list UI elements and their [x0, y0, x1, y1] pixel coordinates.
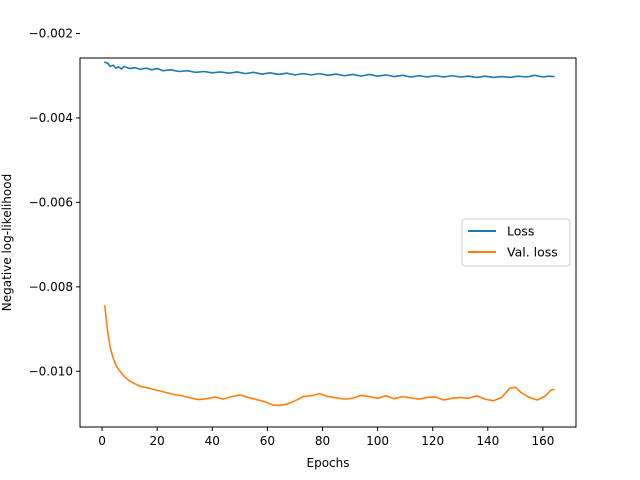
x-tick-label: 20	[150, 434, 165, 448]
legend-label-val-loss: Val. loss	[507, 245, 558, 260]
y-tick-label: −0.006	[29, 195, 73, 209]
y-tick-label: −0.008	[29, 280, 73, 294]
x-tick-label: 40	[205, 434, 220, 448]
x-tick-label: 140	[476, 434, 499, 448]
x-tick-label: 160	[531, 434, 554, 448]
y-tick-label: −0.002	[29, 27, 73, 41]
x-axis-label: Epochs	[307, 456, 350, 470]
x-tick-label: 100	[366, 434, 389, 448]
x-tick-label: 0	[98, 434, 106, 448]
series-line-val-loss	[104, 305, 555, 407]
legend: Loss Val. loss	[461, 218, 571, 267]
legend-label-loss: Loss	[507, 224, 534, 239]
x-tick-label: 80	[315, 434, 330, 448]
axes-frame	[79, 57, 577, 428]
y-tick-label: −0.004	[29, 111, 73, 125]
plot-area	[104, 61, 555, 407]
y-axis-label: Negative log-likelihood	[0, 174, 14, 311]
axis-ticks: 0 20 40 60 80 100 120 140 160 −0.010 −0.008 −0.006 −…	[29, 27, 555, 448]
x-tick-label: 120	[421, 434, 444, 448]
y-tick-label: −0.010	[29, 364, 73, 378]
series-line-loss	[104, 61, 555, 79]
x-tick-label: 60	[260, 434, 275, 448]
